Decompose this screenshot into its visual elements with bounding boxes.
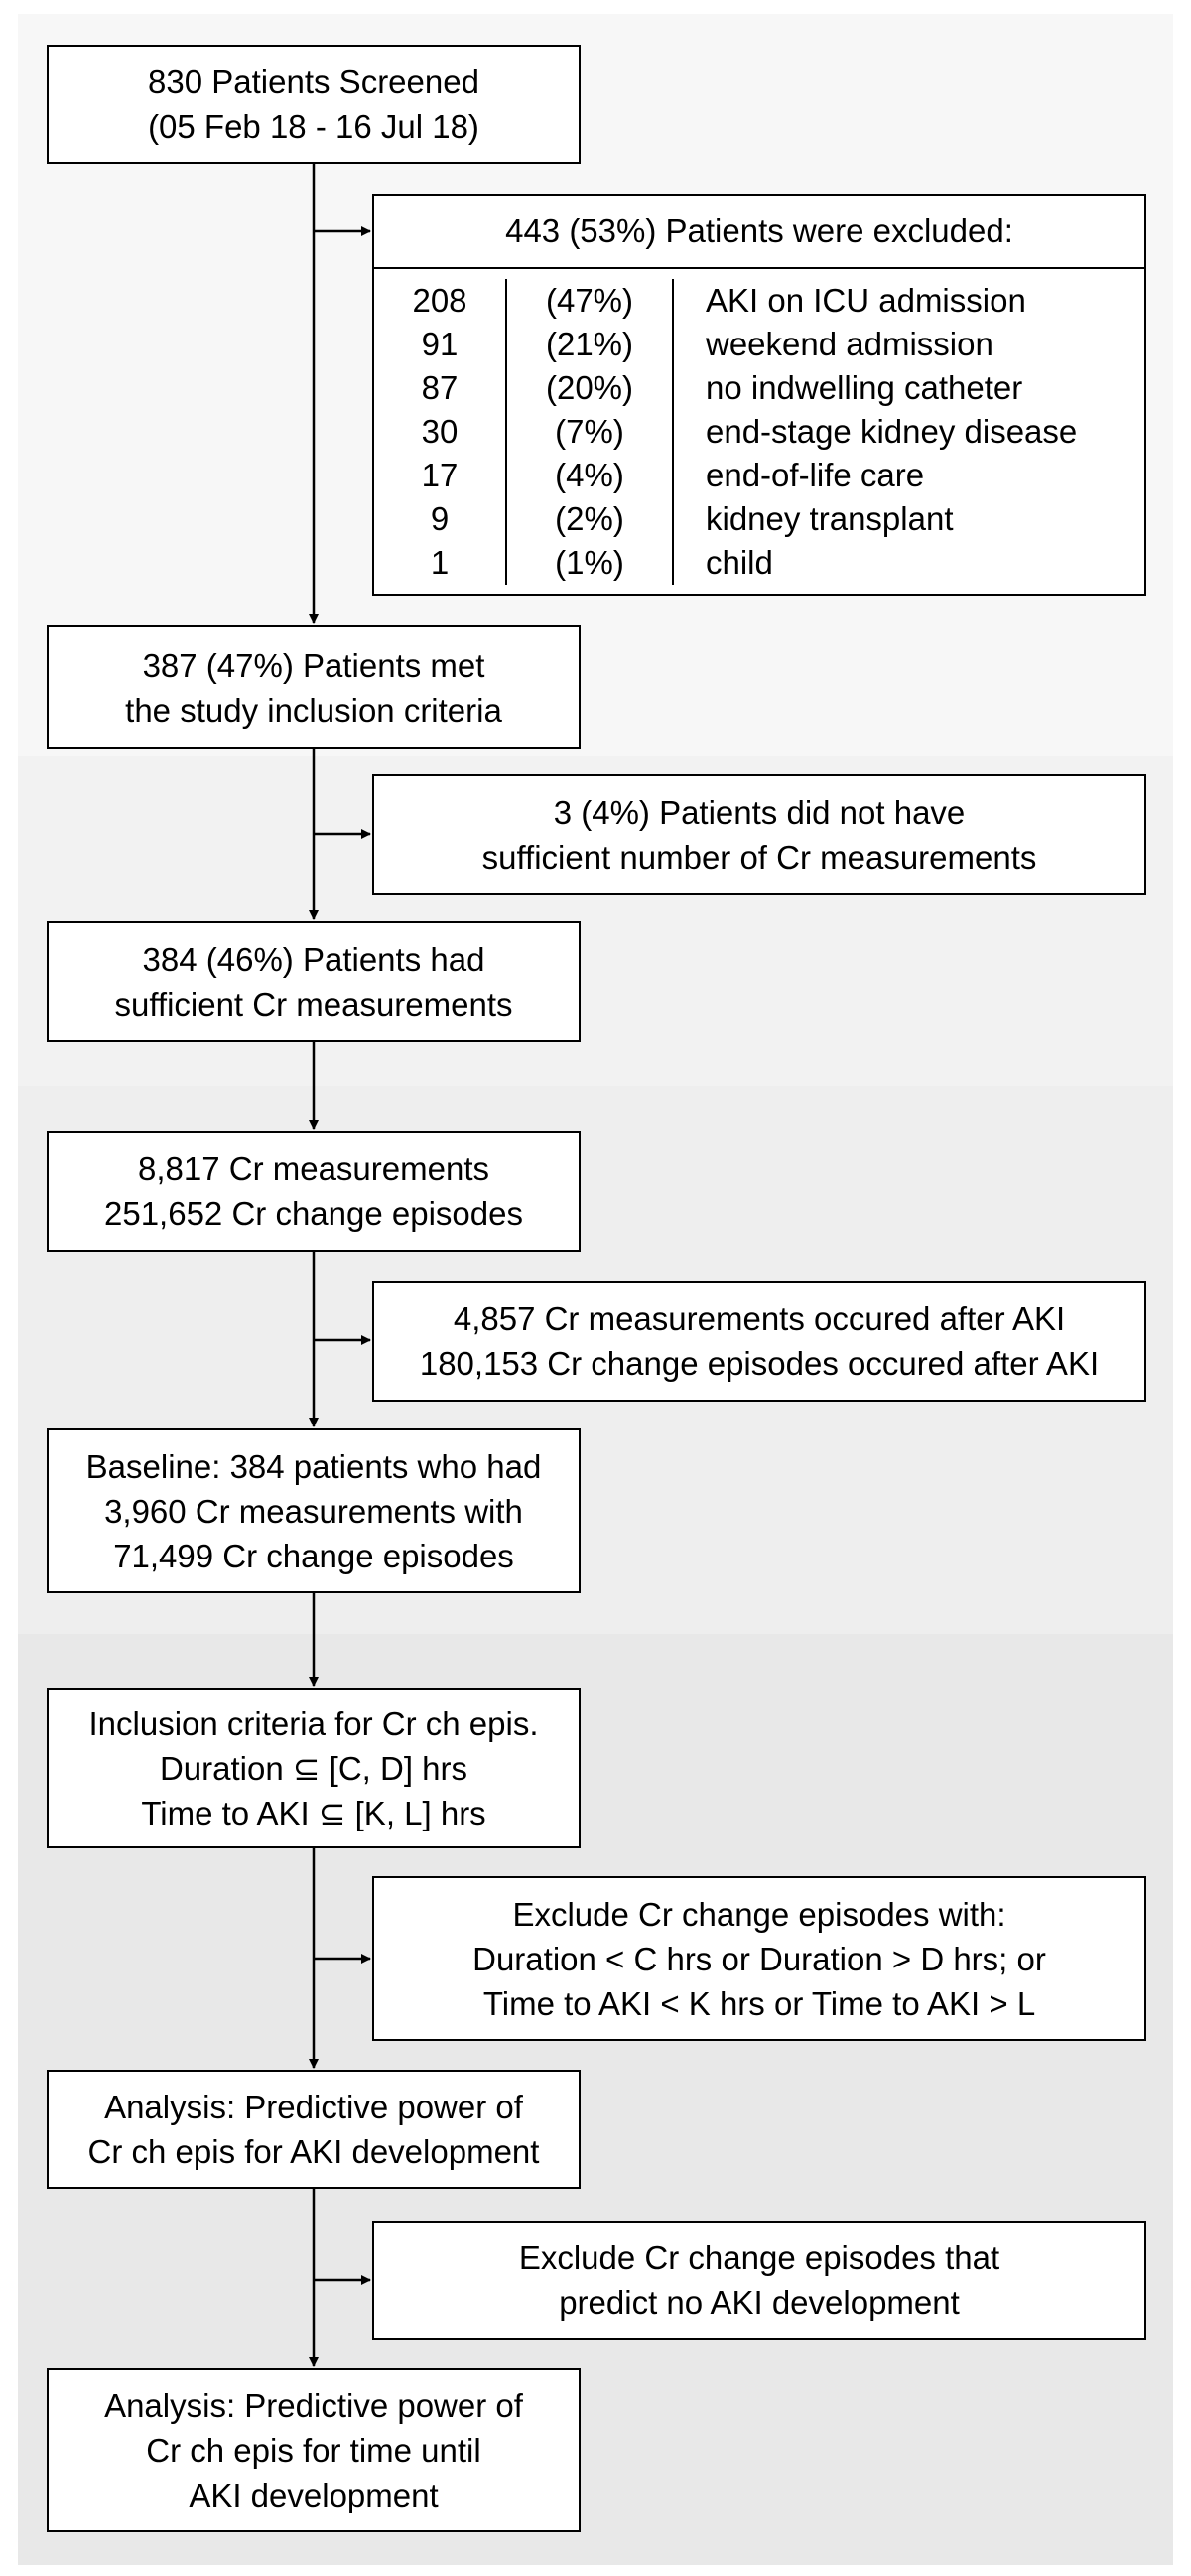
exclude-no-aki-box: Exclude Cr change episodes that predict …	[372, 2221, 1146, 2340]
after-aki-line1: 4,857 Cr measurements occured after AKI	[453, 1300, 1066, 1337]
exclusion-reason: no indwelling catheter	[706, 369, 1023, 406]
sufficient-line2: sufficient Cr measurements	[114, 986, 513, 1022]
exclusion-count: 208	[374, 279, 507, 323]
screening-date-range: (05 Feb 18 - 16 Jul 18)	[148, 108, 479, 145]
exclusion-count: 87	[374, 366, 507, 410]
exclusion-reason: end-stage kidney disease	[706, 413, 1078, 450]
baseline-line1: Baseline: 384 patients who had	[85, 1447, 542, 1485]
exclusion-reason: kidney transplant	[706, 500, 954, 537]
measurements-line1: 8,817 Cr measurements	[138, 1151, 489, 1187]
exclude-no-aki-line2: predict no AKI development	[559, 2284, 960, 2321]
after-aki-box: 4,857 Cr measurements occured after AKI …	[372, 1281, 1146, 1402]
exclusion-percent: (4%)	[506, 454, 674, 497]
exclude-episodes-box: Exclude Cr change episodes with: Duratio…	[372, 1876, 1146, 2041]
table-row: 91 (21%) weekend admission	[374, 323, 1144, 366]
exclude-no-aki-line1: Exclude Cr change episodes that	[518, 2239, 1000, 2276]
insufficient-measurements-box: 3 (4%) Patients did not have sufficient …	[372, 774, 1146, 895]
exclusion-percent: (2%)	[506, 497, 674, 541]
inclusion-line3: Time to AKI ⊆ [K, L] hrs	[141, 1794, 486, 1831]
measurements-box: 8,817 Cr measurements 251,652 Cr change …	[47, 1131, 581, 1252]
sufficient-measurements-box: 384 (46%) Patients had sufficient Cr mea…	[47, 921, 581, 1042]
exclusion-reasons-table: 208 (47%) AKI on ICU admission 91 (21%) …	[374, 279, 1144, 585]
exclusion-percent: (7%)	[506, 410, 674, 454]
table-row: 1 (1%) child	[374, 541, 1144, 585]
exclude-episodes-line2: Duration < C hrs or Duration > D hrs; or	[472, 1940, 1046, 1977]
patients-screened-count: 830 Patients Screened	[148, 64, 479, 100]
insufficient-line2: sufficient number of Cr measurements	[481, 839, 1037, 876]
table-row: 30 (7%) end-stage kidney disease	[374, 410, 1144, 454]
met-criteria-box: 387 (47%) Patients met the study inclusi…	[47, 625, 581, 749]
exclusion-count: 17	[374, 454, 507, 497]
exclusion-count: 30	[374, 410, 507, 454]
excluded-patients-header: 443 (53%) Patients were excluded:	[374, 196, 1144, 269]
inclusion-criteria-box: Inclusion criteria for Cr ch epis. Durat…	[47, 1688, 581, 1848]
exclusion-percent: (47%)	[506, 279, 674, 323]
analysis-time-until-aki-box: Analysis: Predictive power of Cr ch epis…	[47, 2368, 581, 2532]
table-row: 208 (47%) AKI on ICU admission	[374, 279, 1144, 323]
analysis-aki-development-box: Analysis: Predictive power of Cr ch epis…	[47, 2070, 581, 2189]
exclusion-reason: child	[706, 544, 773, 581]
analysis1-line1: Analysis: Predictive power of	[104, 2089, 523, 2125]
sufficient-line1: 384 (46%) Patients had	[142, 941, 485, 978]
inclusion-line2: Duration ⊆ [C, D] hrs	[159, 1749, 468, 1787]
exclusion-reason: end-of-life care	[706, 457, 925, 493]
exclusion-percent: (21%)	[506, 323, 674, 366]
table-row: 9 (2%) kidney transplant	[374, 497, 1144, 541]
met-criteria-line2: the study inclusion criteria	[125, 691, 502, 729]
analysis2-line1: Analysis: Predictive power of	[104, 2386, 523, 2424]
analysis2-line3: AKI development	[189, 2476, 439, 2513]
exclusion-count: 1	[374, 541, 507, 585]
baseline-line3: 71,499 Cr change episodes	[113, 1537, 514, 1574]
analysis1-line2: Cr ch epis for AKI development	[87, 2133, 540, 2170]
baseline-box: Baseline: 384 patients who had 3,960 Cr …	[47, 1428, 581, 1593]
table-row: 87 (20%) no indwelling catheter	[374, 366, 1144, 410]
analysis2-line2: Cr ch epis for time until	[146, 2431, 481, 2469]
after-aki-line2: 180,153 Cr change episodes occured after…	[419, 1345, 1100, 1382]
baseline-line2: 3,960 Cr measurements with	[104, 1492, 523, 1530]
table-row: 17 (4%) end-of-life care	[374, 454, 1144, 497]
exclusion-count: 91	[374, 323, 507, 366]
exclusion-percent: (20%)	[506, 366, 674, 410]
inclusion-line1: Inclusion criteria for Cr ch epis.	[88, 1704, 539, 1742]
exclude-episodes-line3: Time to AKI < K hrs or Time to AKI > L	[482, 1984, 1036, 2022]
measurements-line2: 251,652 Cr change episodes	[104, 1195, 523, 1232]
exclude-episodes-line1: Exclude Cr change episodes with:	[512, 1895, 1006, 1933]
insufficient-line1: 3 (4%) Patients did not have	[553, 794, 966, 831]
exclusion-reason: weekend admission	[706, 326, 993, 362]
met-criteria-line1: 387 (47%) Patients met	[142, 646, 485, 684]
exclusion-reason: AKI on ICU admission	[706, 282, 1026, 319]
patients-screened-box: 830 Patients Screened (05 Feb 18 - 16 Ju…	[47, 45, 581, 164]
excluded-patients-table: 443 (53%) Patients were excluded: 208 (4…	[372, 194, 1146, 596]
exclusion-count: 9	[374, 497, 507, 541]
exclusion-percent: (1%)	[506, 541, 674, 585]
